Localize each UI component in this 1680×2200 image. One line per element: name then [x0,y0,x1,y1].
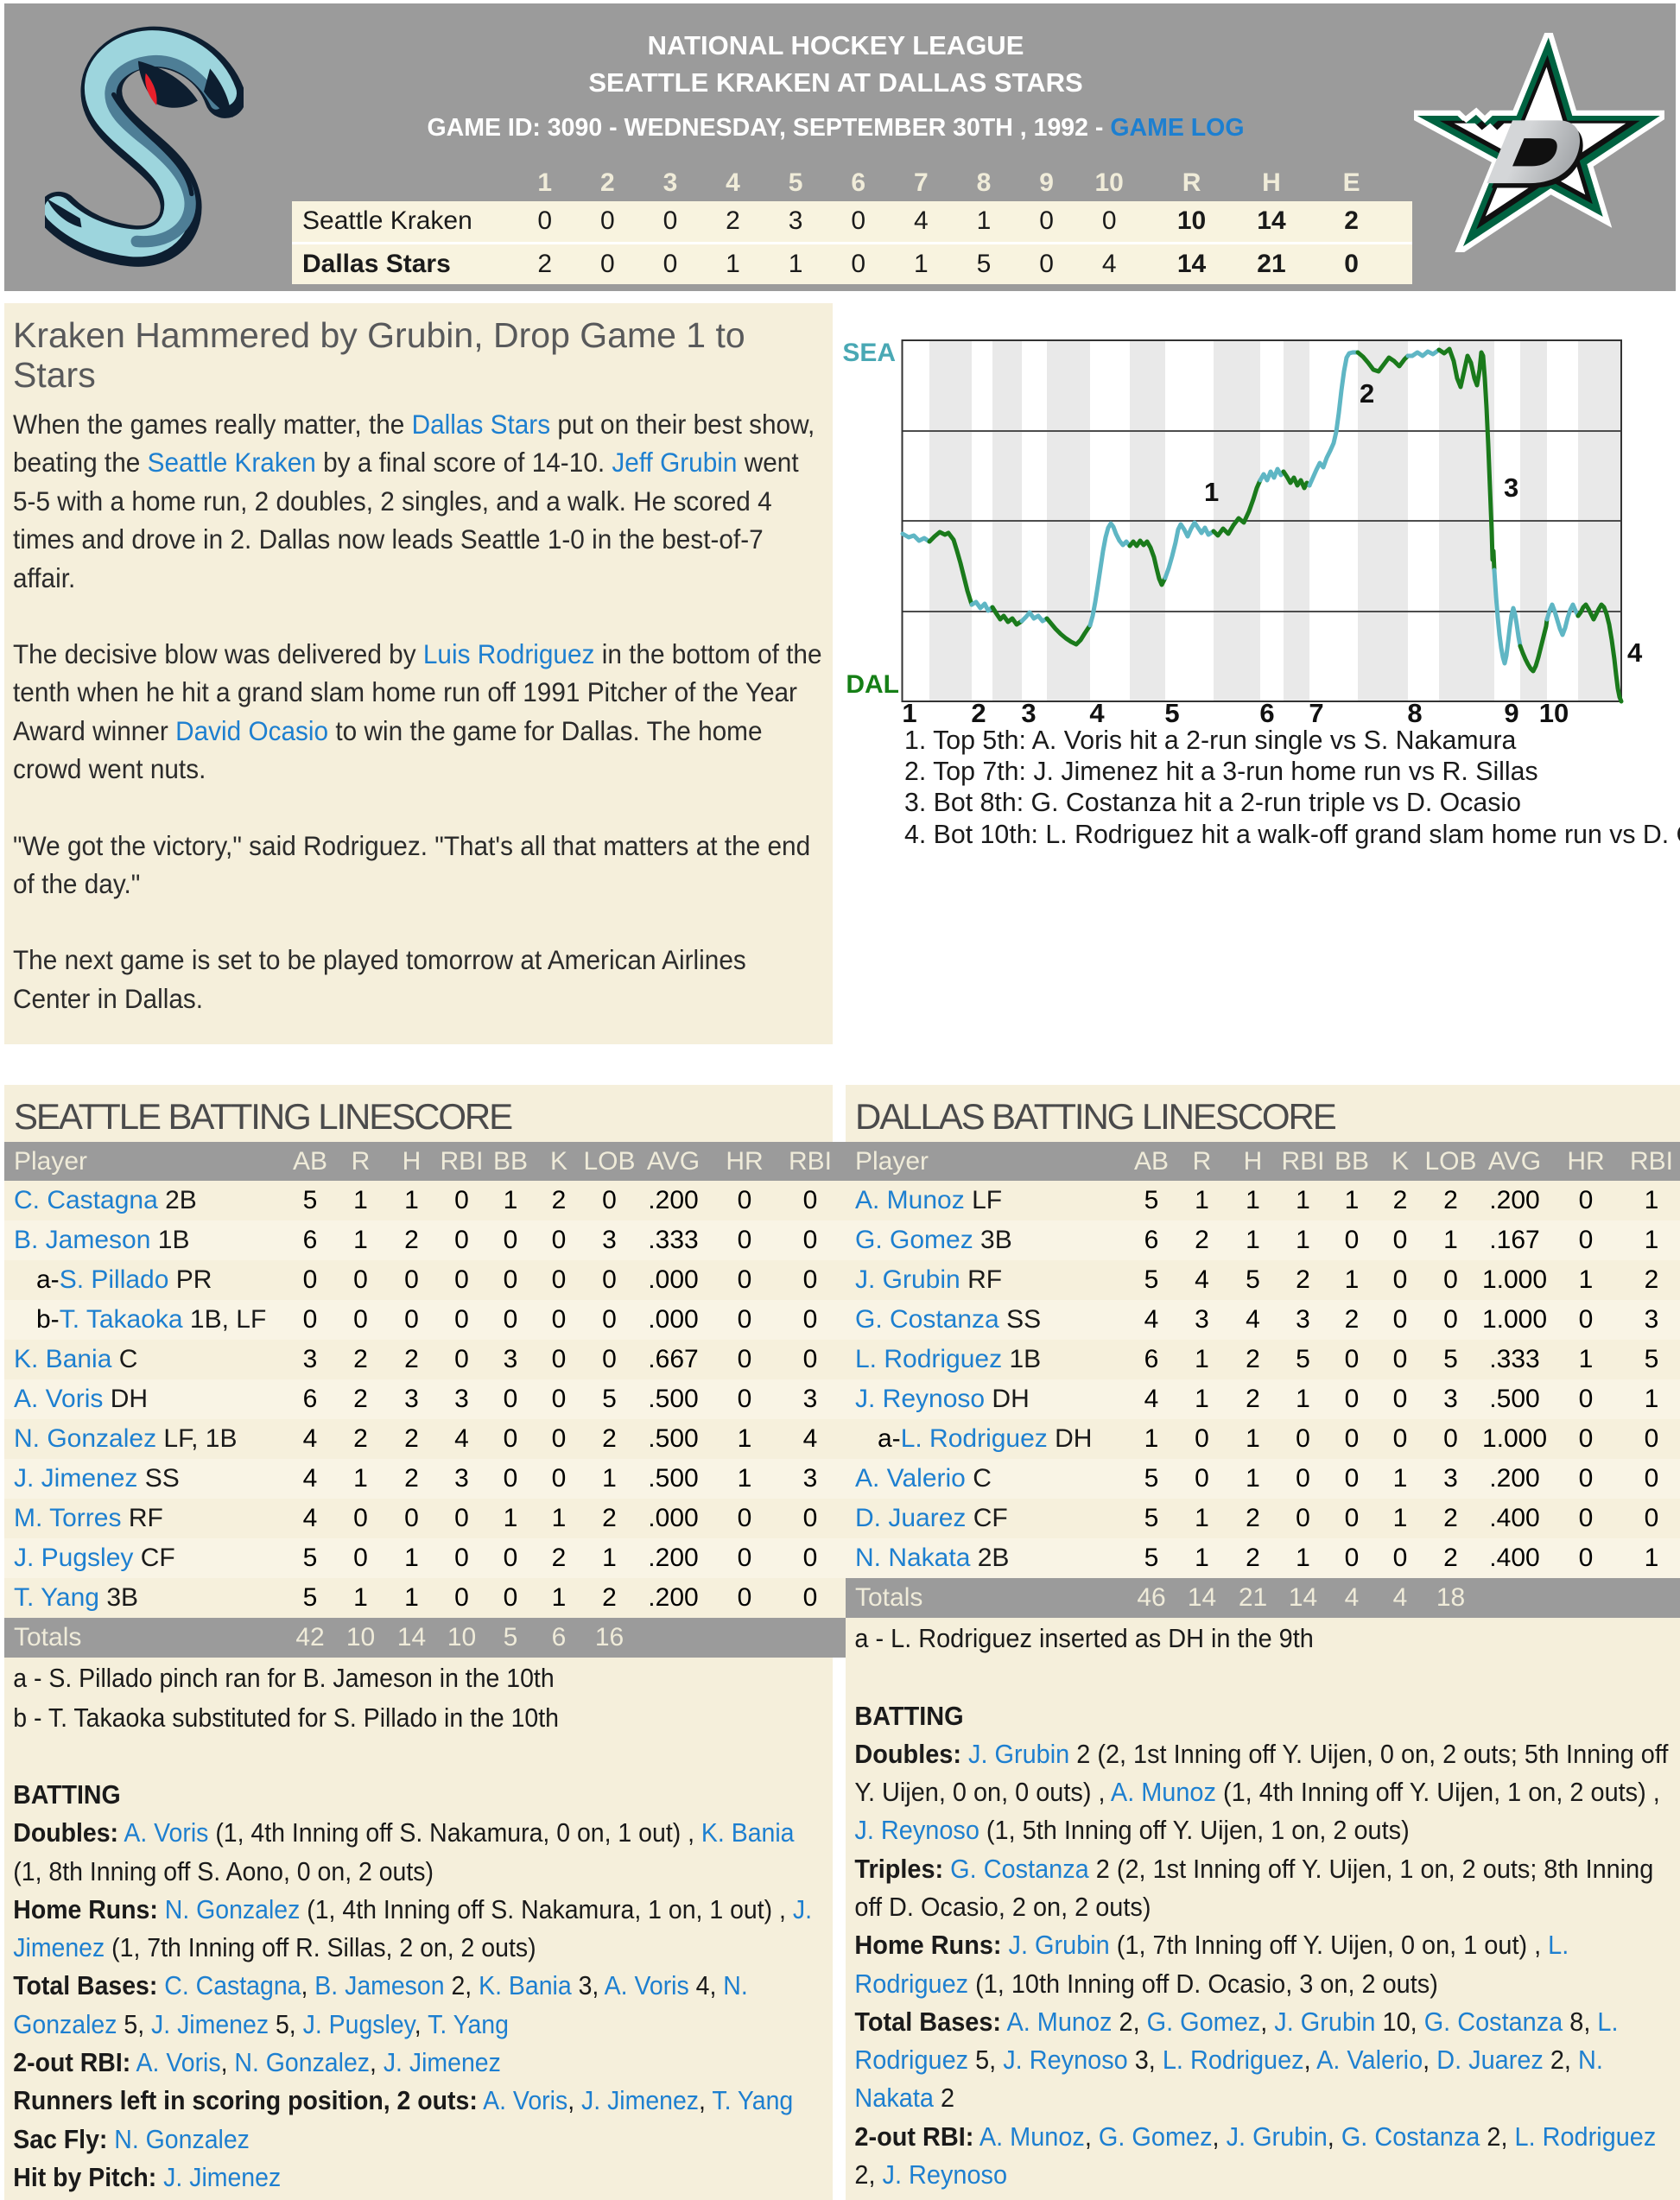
svg-text:SEA: SEA [842,339,896,367]
svg-text:9: 9 [1504,698,1518,728]
svg-text:2: 2 [971,698,986,728]
svg-text:8: 8 [1407,698,1422,728]
svg-text:10: 10 [1539,698,1569,728]
svg-text:4: 4 [1627,637,1643,668]
svg-text:DAL: DAL [846,670,899,699]
svg-text:1: 1 [1204,477,1219,507]
svg-text:5: 5 [1164,698,1179,728]
svg-text:6: 6 [1259,698,1274,728]
svg-text:3: 3 [1504,472,1518,503]
svg-text:3: 3 [1021,698,1036,728]
svg-text:4: 4 [1089,698,1105,728]
svg-text:1: 1 [902,698,916,728]
svg-text:7: 7 [1309,698,1323,728]
svg-text:2: 2 [1360,378,1374,409]
